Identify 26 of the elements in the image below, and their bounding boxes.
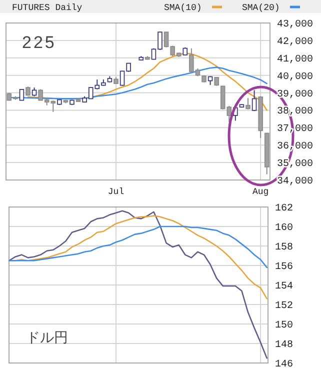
- y-tick-label: 43,000: [277, 20, 314, 30]
- line-series: [8, 210, 268, 359]
- legend-label: SMA(20): [242, 3, 280, 13]
- y-tick-label: 156: [275, 262, 294, 273]
- y-tick-label: 160: [275, 223, 294, 234]
- y-tick-label: 40,000: [277, 72, 314, 83]
- chart-title: FUTURES Daily: [12, 3, 83, 13]
- y-tick-label: 148: [275, 340, 294, 351]
- candlestick: [252, 90, 257, 112]
- y-tick-label: 42,000: [277, 36, 314, 48]
- y-tick-label: 150: [275, 320, 294, 332]
- annotation: 225: [22, 33, 56, 52]
- y-tick-label: 34,000: [277, 176, 314, 188]
- y-tick-label: 154: [275, 282, 294, 292]
- y-tick-label: 41,000: [277, 54, 314, 66]
- legend-label: SMA(10): [164, 3, 202, 13]
- line-series: [27, 52, 268, 111]
- annotation: ドル円: [26, 329, 68, 345]
- y-tick-label: 162: [275, 204, 294, 214]
- x-tick-label: Aug: [252, 187, 269, 197]
- y-tick-label: 158: [275, 242, 294, 254]
- line-series: [8, 226, 268, 268]
- y-tick-label: 146: [275, 360, 294, 370]
- candlestick: [246, 98, 250, 110]
- y-tick-label: 152: [275, 301, 294, 312]
- x-tick-label: Jul: [108, 187, 124, 197]
